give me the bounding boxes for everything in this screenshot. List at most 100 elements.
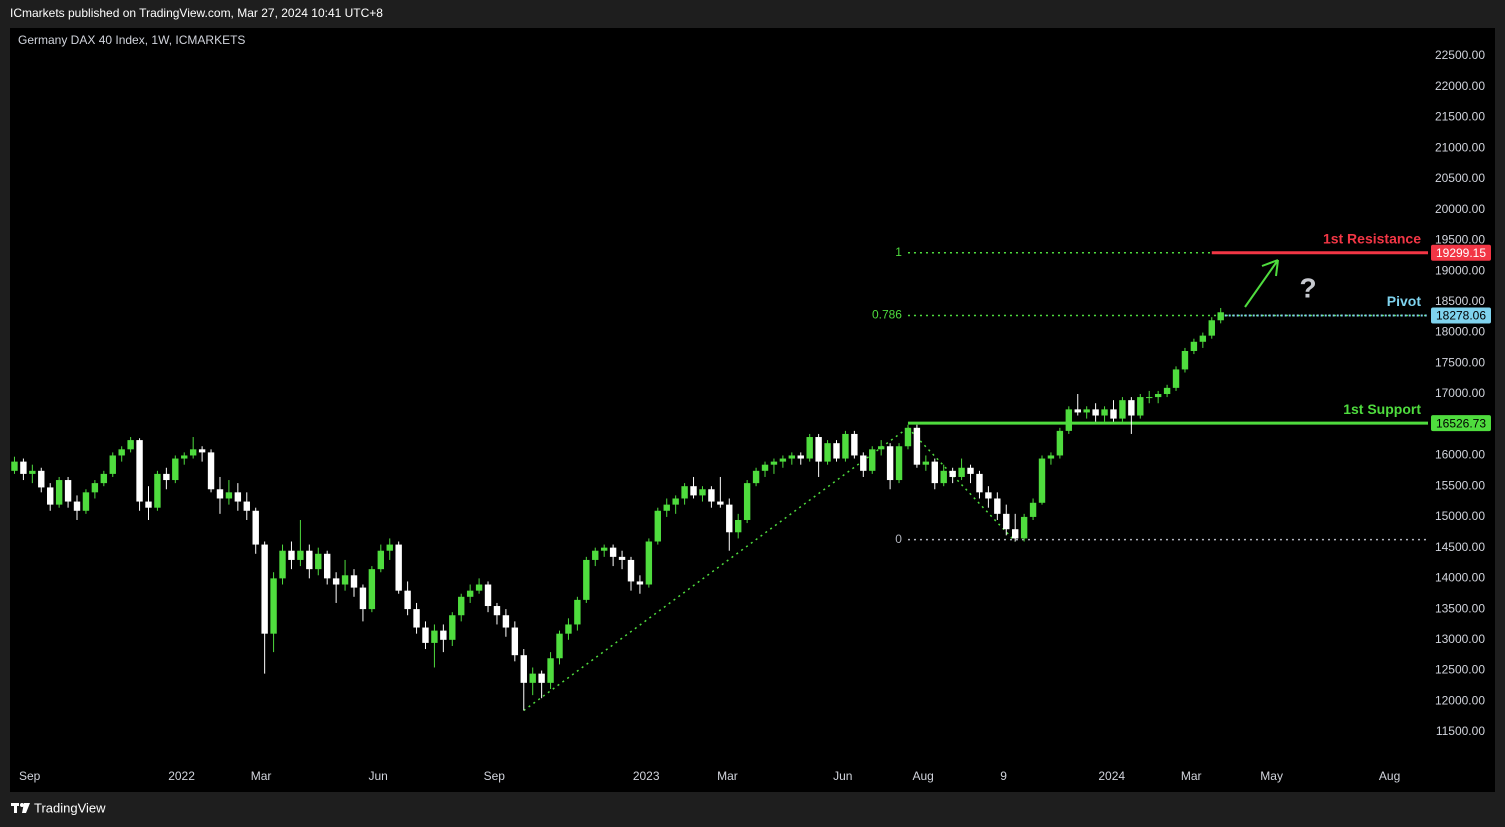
candle-body: [877, 446, 885, 450]
fib-label: 0.786: [872, 308, 902, 322]
candle-body: [556, 633, 563, 659]
y-tick-label: 20500.00: [1435, 171, 1485, 185]
level-name: 1st Resistance: [1323, 230, 1421, 246]
candle-body: [985, 492, 992, 499]
x-tick-label: May: [1260, 769, 1283, 783]
candle-body: [663, 504, 670, 511]
candle-body: [82, 492, 90, 511]
candle-body: [38, 470, 45, 488]
candle-body: [47, 487, 54, 505]
y-tick-label: 13500.00: [1435, 601, 1485, 615]
candle-body: [449, 615, 456, 640]
candle-body: [341, 575, 349, 585]
candle-body: [315, 553, 322, 570]
candle-body: [627, 559, 635, 582]
candle-body: [377, 550, 385, 570]
candle-body: [779, 458, 787, 462]
candle-body: [833, 443, 840, 459]
y-tick-label: 12000.00: [1435, 693, 1485, 707]
candle-body: [1217, 312, 1224, 321]
candle-body: [869, 449, 876, 471]
candle-body: [136, 440, 143, 502]
candle-body: [288, 550, 295, 560]
candle-body: [815, 437, 822, 462]
candle-body: [1190, 341, 1198, 351]
candle-body: [645, 541, 653, 585]
footer-brand: TradingView: [34, 800, 106, 815]
y-tick-label: 19000.00: [1435, 263, 1485, 277]
candle-body: [511, 627, 519, 656]
y-tick-label: 22000.00: [1435, 79, 1485, 93]
candle-body: [502, 615, 510, 628]
x-tick-label: 2022: [168, 769, 195, 783]
y-tick-label: 18500.00: [1435, 294, 1485, 308]
candle-body: [949, 470, 956, 477]
candle-body: [690, 486, 697, 496]
candle-body: [1056, 430, 1064, 456]
candle-body: [1208, 320, 1215, 336]
price-tag-label: 19299.15: [1436, 246, 1486, 260]
candle-body: [1020, 516, 1028, 539]
candle-body: [368, 569, 376, 610]
trend-line: [523, 427, 909, 712]
candle-body: [440, 630, 447, 640]
candle-body: [1181, 350, 1189, 370]
candle-body: [484, 584, 492, 607]
candle-body: [1029, 502, 1037, 517]
candle-body: [431, 630, 438, 643]
candle-body: [547, 658, 554, 683]
arrow: [1244, 259, 1279, 308]
candle-body: [234, 492, 242, 502]
candle-body: [842, 433, 849, 459]
candle-body: [225, 492, 233, 499]
candle-body: [922, 461, 930, 465]
candle-body: [64, 480, 72, 502]
x-tick-label: 2023: [633, 769, 660, 783]
candle-body: [1092, 409, 1099, 416]
level-name: 1st Support: [1343, 401, 1421, 417]
candle-body: [600, 547, 608, 551]
candle-body: [717, 501, 724, 505]
candle-body: [109, 455, 116, 474]
candle-body: [636, 581, 644, 585]
candle-body: [118, 449, 125, 456]
candle-body: [967, 467, 974, 474]
candle-body: [735, 519, 742, 533]
candle-body: [797, 455, 804, 459]
candle-body: [592, 550, 599, 560]
candle-body: [395, 544, 402, 591]
y-tick-label: 11500.00: [1436, 724, 1485, 738]
price-tag: [1431, 307, 1491, 324]
candle-body: [618, 556, 626, 560]
candle-body: [243, 501, 250, 511]
candle-body: [386, 544, 393, 551]
candle-body: [323, 553, 331, 579]
candle-body: [1110, 409, 1117, 419]
x-tick-label: Sep: [19, 769, 41, 783]
fib-label: 1: [895, 245, 902, 259]
publisher: ICmarkets published on TradingView.com, …: [10, 6, 383, 20]
candle-body: [1146, 397, 1153, 399]
candle-body: [743, 483, 751, 520]
y-tick-label: 12500.00: [1435, 663, 1485, 677]
candle-body: [1163, 387, 1171, 395]
x-tick-label: Sep: [484, 769, 506, 783]
candle-body: [520, 655, 527, 683]
y-tick-label: 16000.00: [1435, 448, 1485, 462]
candle-body: [261, 544, 268, 634]
candle-body: [458, 596, 465, 616]
candle-body: [976, 473, 983, 493]
candle-body: [198, 449, 206, 453]
x-tick-label: Aug: [912, 769, 933, 783]
price-tag-label: 16526.73: [1436, 416, 1486, 430]
candle-body: [216, 489, 224, 499]
candle-body: [1003, 513, 1010, 530]
candle-body: [851, 433, 858, 456]
candle-body: [609, 547, 617, 557]
candle-body: [270, 578, 277, 634]
candle-body: [20, 461, 27, 474]
y-tick-label: 22500.00: [1435, 48, 1485, 62]
x-tick-label: Mar: [1181, 769, 1202, 783]
candle-body: [1101, 409, 1108, 416]
